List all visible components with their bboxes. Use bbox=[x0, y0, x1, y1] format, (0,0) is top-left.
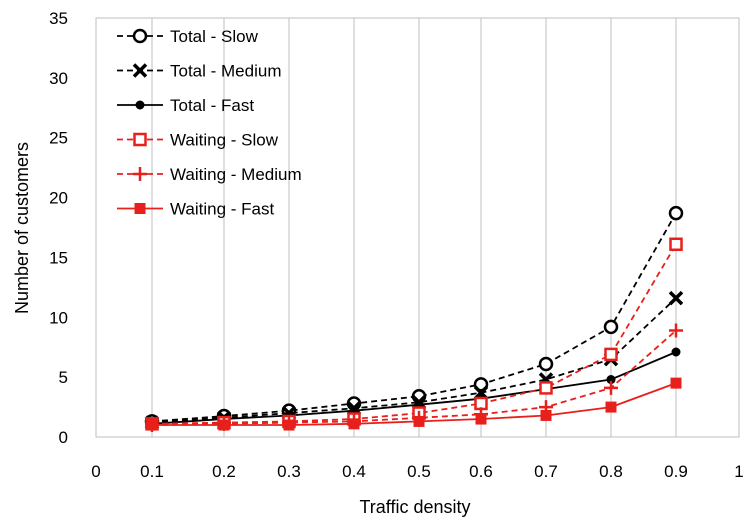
data-point bbox=[413, 415, 425, 427]
y-tick-label: 0 bbox=[59, 428, 68, 447]
legend-label: Total - Fast bbox=[170, 96, 254, 115]
y-tick-label: 25 bbox=[49, 129, 68, 148]
gridlines bbox=[151, 18, 677, 437]
data-point bbox=[605, 401, 617, 413]
data-point bbox=[283, 419, 295, 431]
series-line bbox=[151, 243, 677, 425]
series-waiting-fast bbox=[146, 377, 682, 431]
x-tick-label: 0.1 bbox=[140, 462, 164, 481]
y-tick-label: 10 bbox=[49, 308, 68, 327]
y-tick-label: 35 bbox=[49, 9, 68, 28]
y-axis-ticks: 0 5 10 15 20 25 30 35 bbox=[49, 9, 68, 447]
data-point bbox=[669, 323, 683, 338]
y-tick-label: 5 bbox=[59, 368, 68, 387]
data-point bbox=[540, 409, 552, 421]
x-tick-label: 0.6 bbox=[469, 462, 493, 481]
legend-label: Waiting - Slow bbox=[170, 131, 279, 150]
data-point bbox=[668, 205, 684, 221]
data-point bbox=[668, 290, 684, 306]
legend-item: Waiting - Fast bbox=[117, 200, 275, 219]
legend-marker bbox=[133, 167, 147, 181]
legend-marker bbox=[133, 132, 147, 147]
y-tick-label: 15 bbox=[49, 248, 68, 267]
legend-item: Total - Fast bbox=[117, 96, 254, 115]
x-tick-label: 0.9 bbox=[664, 462, 688, 481]
series-line bbox=[151, 212, 677, 423]
series-group bbox=[144, 205, 684, 433]
data-point bbox=[146, 419, 158, 431]
x-tick-label: 0.7 bbox=[534, 462, 558, 481]
legend-label: Total - Slow bbox=[170, 27, 259, 46]
data-point bbox=[604, 380, 618, 395]
x-axis-ticks: 0 0.1 0.2 0.3 0.4 0.5 0.6 0.7 0.8 0.9 1 bbox=[91, 462, 743, 481]
data-point bbox=[218, 419, 230, 431]
data-point bbox=[603, 319, 619, 335]
legend-item: Waiting - Medium bbox=[117, 165, 302, 184]
legend-label: Waiting - Fast bbox=[170, 200, 275, 219]
y-axis-title: Number of customers bbox=[12, 142, 32, 314]
data-point bbox=[606, 375, 616, 385]
y-tick-label: 30 bbox=[49, 69, 68, 88]
x-tick-label: 0.4 bbox=[342, 462, 366, 481]
data-point bbox=[604, 347, 618, 362]
data-point bbox=[348, 418, 360, 430]
legend-label: Total - Medium bbox=[170, 62, 281, 81]
legend-item: Total - Slow bbox=[117, 27, 259, 46]
y-tick-label: 20 bbox=[49, 189, 68, 208]
legend-marker bbox=[132, 63, 148, 78]
legend-item: Waiting - Slow bbox=[117, 131, 279, 150]
x-tick-label: 0 bbox=[91, 462, 100, 481]
x-axis-title: Traffic density bbox=[359, 497, 470, 517]
data-point bbox=[538, 356, 554, 372]
legend: Total - Slow Total - Medium Total - Fast Wa… bbox=[117, 27, 302, 219]
series-line bbox=[151, 329, 677, 426]
data-point bbox=[539, 381, 553, 395]
x-tick-label: 0.3 bbox=[277, 462, 301, 481]
x-tick-label: 0.2 bbox=[212, 462, 236, 481]
x-tick-label: 0.8 bbox=[599, 462, 623, 481]
data-point bbox=[475, 413, 487, 425]
legend-marker bbox=[132, 28, 148, 44]
data-point bbox=[670, 377, 682, 389]
legend-marker bbox=[134, 203, 146, 214]
legend-item: Total - Medium bbox=[117, 62, 281, 81]
legend-label: Waiting - Medium bbox=[170, 165, 302, 184]
data-point bbox=[671, 347, 681, 357]
plot-area bbox=[95, 17, 740, 438]
x-tick-label: 0.5 bbox=[407, 462, 431, 481]
x-tick-label: 1 bbox=[734, 462, 743, 481]
legend-marker bbox=[135, 100, 145, 110]
data-point bbox=[669, 237, 683, 252]
